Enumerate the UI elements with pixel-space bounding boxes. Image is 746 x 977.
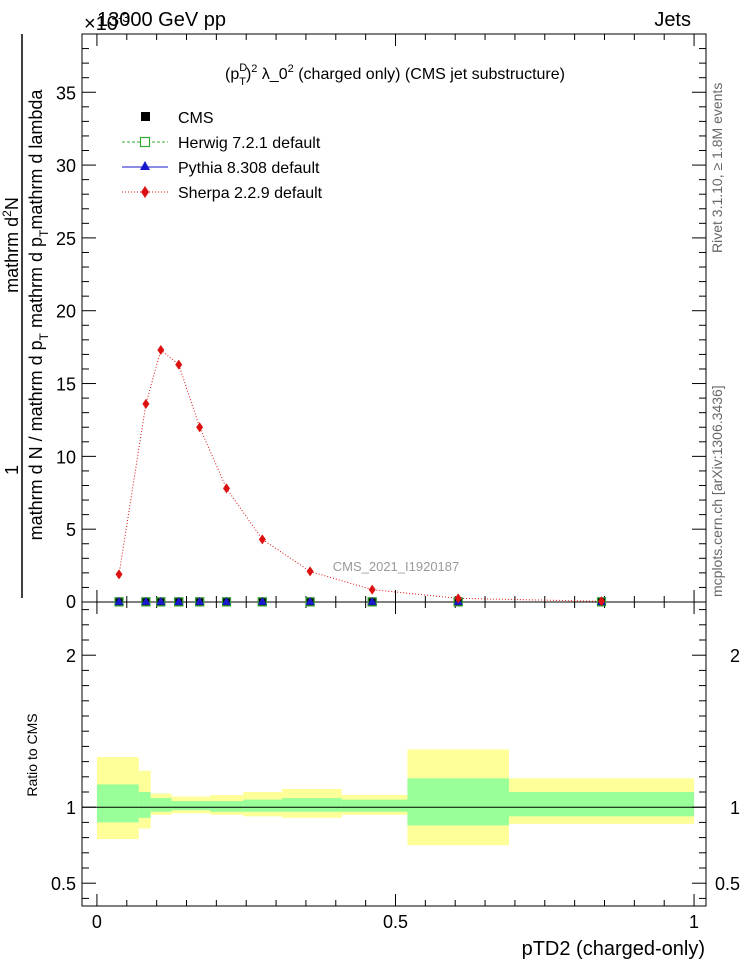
- mcplots-label: mcplots.cern.ch [arXiv:1306.3436]: [709, 385, 725, 597]
- ylabel-denominator: mathrm d N / mathrm d pT mathrm d pTmath…: [26, 89, 51, 541]
- ylabel-inner-numerator: mathrm d2N: [0, 197, 22, 293]
- y-tick-label-main: 25: [56, 229, 76, 249]
- pythia-point: [222, 596, 232, 605]
- y-tick-label-main: 15: [56, 375, 76, 395]
- pythia-point: [195, 596, 205, 605]
- legend-marker-sherpa: [141, 186, 149, 198]
- sherpa-point: [115, 569, 123, 580]
- x-tick-label: 0.5: [383, 912, 408, 932]
- ratio-layer: [82, 749, 706, 846]
- pythia-point: [305, 596, 315, 605]
- legend-label-herwig: Herwig 7.2.1 default: [178, 135, 321, 152]
- pythia-point: [367, 596, 377, 605]
- y-tick-label-ratio-right: 2: [730, 646, 740, 666]
- main-y-axis-title: 1 mathrm d2N mathrm d N / mathrm d pT ma…: [0, 34, 51, 598]
- legend-entry-cms: CMS: [141, 110, 214, 127]
- exponent-label: ×10-3: [84, 10, 130, 35]
- legend-marker-pythia: [140, 161, 150, 170]
- ylabel-numerator-one: 1: [2, 465, 22, 475]
- chart-title: (pD T)2 λ_02 (charged only) (CMS jet subs…: [225, 62, 565, 88]
- pythia-point: [156, 596, 166, 605]
- legend-marker-herwig: [139, 136, 151, 148]
- legend: CMS Herwig 7.2.1 default Pythia 8.308 de…: [122, 110, 323, 202]
- ratio-inner-band-bin: [341, 799, 408, 812]
- ratio-inner-band-bin: [150, 798, 172, 812]
- pythia-point: [141, 596, 151, 605]
- energy-label: 13000 GeV pp: [97, 9, 226, 31]
- ratio-inner-band-bin: [96, 784, 139, 823]
- ratio-inner-band-bin: [282, 798, 342, 812]
- x-axis-title: pTD2 (charged-only): [522, 938, 705, 960]
- legend-label-pythia: Pythia 8.308 default: [178, 160, 320, 177]
- legend-entry-sherpa: Sherpa 2.2.9 default: [122, 185, 323, 202]
- ratio-inner-band-bin: [138, 792, 151, 818]
- y-tick-label-main: 35: [56, 83, 76, 103]
- legend-entry-herwig: Herwig 7.2.1 default: [122, 135, 321, 152]
- legend-label-sherpa: Sherpa 2.2.9 default: [178, 185, 323, 202]
- ratio-inner-band-bin: [171, 801, 187, 811]
- sherpa-point: [196, 422, 204, 433]
- x-tick-label: 1: [689, 912, 699, 932]
- legend-label-cms: CMS: [178, 110, 214, 127]
- y-tick-label-main: 20: [56, 302, 76, 322]
- pythia-point: [174, 596, 184, 605]
- y-tick-label-main: 30: [56, 156, 76, 176]
- sherpa-point: [306, 566, 314, 577]
- ratio-y-axis-title: Ratio to CMS: [24, 713, 40, 796]
- sherpa-point: [175, 359, 183, 370]
- y-tick-label-main: 10: [56, 447, 76, 467]
- ratio-plot-frame: [81, 601, 707, 907]
- legend-marker-cms: [141, 112, 150, 121]
- pythia-point: [114, 596, 124, 605]
- sherpa-point: [223, 483, 231, 494]
- ratio-inner-band-bin: [186, 801, 211, 811]
- y-tick-label-ratio-left: 2: [66, 646, 76, 666]
- y-tick-label-ratio-right: 0.5: [715, 874, 740, 894]
- category-label: Jets: [654, 9, 691, 31]
- legend-entry-pythia: Pythia 8.308 default: [122, 160, 320, 177]
- pythia-point: [257, 596, 267, 605]
- sherpa-point: [454, 593, 462, 604]
- x-tick-label: 0: [92, 912, 102, 932]
- sherpa-point: [598, 596, 606, 607]
- sherpa-point: [157, 345, 165, 356]
- main-plot-frame: [81, 33, 707, 603]
- ratio-inner-band-bin: [508, 792, 695, 817]
- y-tick-label-main: 5: [66, 520, 76, 540]
- sherpa-point: [142, 398, 150, 409]
- y-tick-label-zero: 0: [66, 592, 76, 612]
- ratio-inner-band-bin: [210, 801, 244, 812]
- ratio-inner-band-bin: [407, 778, 509, 826]
- y-tick-label-ratio-left: 0.5: [51, 874, 76, 894]
- sherpa-point: [258, 534, 266, 545]
- ratio-inner-band-bin: [243, 799, 283, 812]
- y-tick-label-ratio-right: 1: [730, 798, 740, 818]
- analysis-watermark: CMS_2021_I1920187: [333, 559, 460, 574]
- rivet-label: Rivet 3.1.10, ≥ 1.8M events: [709, 83, 725, 253]
- y-tick-label-ratio-left: 1: [66, 798, 76, 818]
- sherpa-point: [368, 584, 376, 595]
- series-layer: [114, 345, 607, 607]
